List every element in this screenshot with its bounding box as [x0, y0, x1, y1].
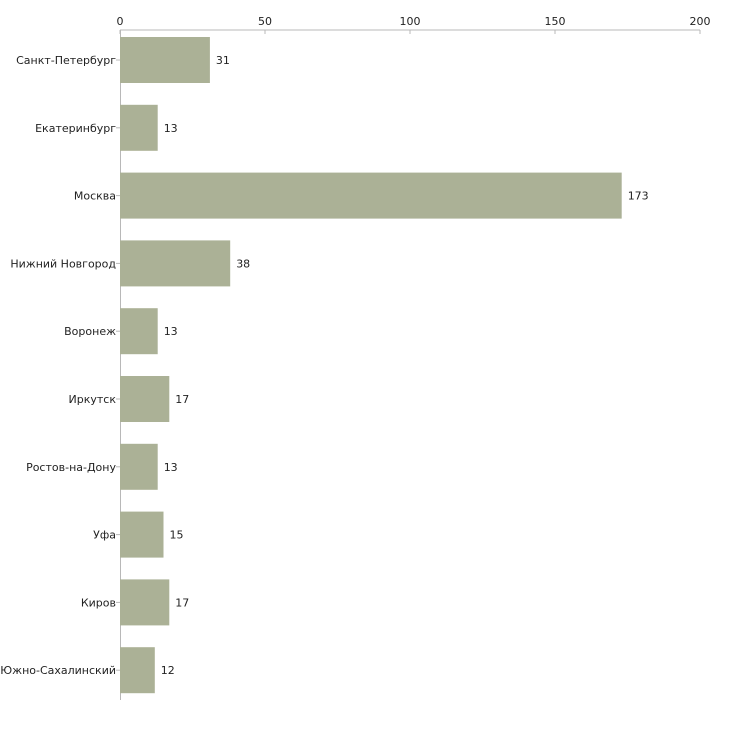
value-label: 17: [175, 596, 189, 609]
category-label: Ростов-на-Дону: [26, 461, 116, 474]
value-label: 15: [170, 529, 184, 542]
x-tick-label: 100: [400, 15, 421, 28]
value-label: 12: [161, 664, 175, 677]
bar: [120, 104, 158, 151]
category-label: Уфа: [93, 529, 116, 542]
bar: [120, 443, 158, 490]
x-tick-label: 50: [258, 15, 272, 28]
x-tick-label: 200: [690, 15, 711, 28]
category-label: Воронеж: [64, 325, 116, 338]
category-label: Южно-Сахалинский: [0, 664, 116, 677]
x-axis: 0 50 100 150 200: [117, 15, 711, 34]
category-label: Москва: [74, 190, 116, 203]
bar: [120, 308, 158, 355]
value-label: 17: [175, 393, 189, 406]
value-labels: 31 13 173 38 13 17 13 15 17 12: [161, 54, 649, 677]
bar: [120, 579, 170, 626]
category-label: Киров: [81, 596, 116, 609]
category-label: Иркутск: [69, 393, 117, 406]
x-tick-label: 0: [117, 15, 124, 28]
y-axis: Санкт-Петербург Екатеринбург Москва Нижний …: [0, 30, 121, 700]
value-label: 173: [628, 190, 649, 203]
value-label: 31: [216, 54, 230, 67]
bar: [120, 240, 231, 287]
bar: [120, 511, 164, 558]
x-tick-label: 150: [545, 15, 566, 28]
category-label: Нижний Новгород: [10, 257, 116, 270]
value-label: 13: [164, 122, 178, 135]
value-label: 38: [236, 257, 250, 270]
value-label: 13: [164, 325, 178, 338]
category-label: Екатеринбург: [35, 122, 116, 135]
bar: [120, 376, 170, 422]
value-label: 13: [164, 461, 178, 474]
bars: [120, 37, 622, 694]
bar: [120, 37, 210, 83]
bar: [120, 172, 622, 219]
bar: [120, 647, 155, 694]
category-label: Санкт-Петербург: [16, 54, 116, 67]
